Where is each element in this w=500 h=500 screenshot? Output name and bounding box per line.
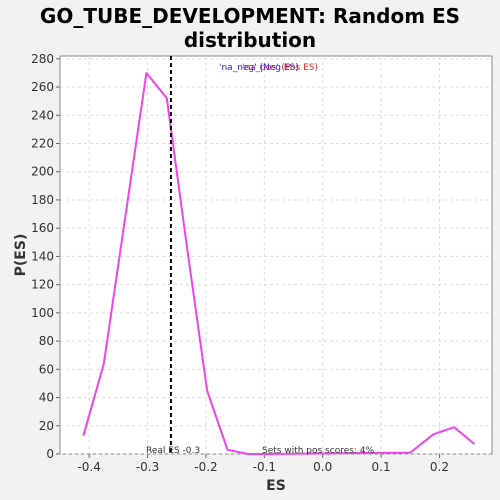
x-tick-label: 0.1 — [372, 460, 391, 474]
x-tick-label: -0.3 — [136, 460, 159, 474]
legend-pos-text: 'na_pos' (Pos ES) — [242, 63, 318, 73]
y-axis-label: P(ES) — [13, 234, 29, 277]
legend-neg-text: 'na_neg' (Neg ES) — [219, 63, 299, 73]
pos-scores-annotation: Sets with pos scores: 4% — [262, 446, 375, 456]
y-tick-label: 60 — [39, 362, 54, 376]
series-line — [82, 71, 476, 455]
tick-layer: 0 20 40 60 80 100 120 140 160 180 200 220 240 260 280 -… — [31, 52, 449, 474]
x-tick-label: -0.1 — [253, 460, 276, 474]
chart-title-line-2: distribution — [183, 28, 317, 52]
y-tick-label: 280 — [31, 52, 54, 66]
x-tick-label: -0.2 — [194, 460, 217, 474]
y-tick-label: 80 — [39, 334, 54, 348]
series-layer — [82, 71, 476, 455]
y-tick-label: 200 — [31, 165, 54, 179]
plot-area — [59, 55, 493, 455]
y-tick-label: 260 — [31, 80, 54, 94]
y-tick-label: 0 — [46, 447, 54, 461]
y-tick-label: 120 — [31, 278, 54, 292]
y-tick-label: 40 — [39, 391, 54, 405]
x-tick-label: 0.2 — [430, 460, 449, 474]
x-tick-label: 0.0 — [313, 460, 332, 474]
x-axis-label: ES — [266, 478, 286, 494]
y-tick-label: 240 — [31, 108, 54, 122]
y-tick-label: 20 — [39, 419, 54, 433]
y-tick-label: 140 — [31, 249, 54, 263]
x-tick-label: -0.4 — [77, 460, 100, 474]
grid-layer — [60, 56, 492, 455]
real-es-annotation: Real ES -0.3 — [146, 446, 200, 456]
y-tick-label: 100 — [31, 306, 54, 320]
chart-title-line-1: GO_TUBE_DEVELOPMENT: Random ES — [39, 4, 461, 28]
y-tick-label: 180 — [31, 193, 54, 207]
y-tick-label: 160 — [31, 221, 54, 235]
y-tick-label: 220 — [31, 137, 54, 151]
